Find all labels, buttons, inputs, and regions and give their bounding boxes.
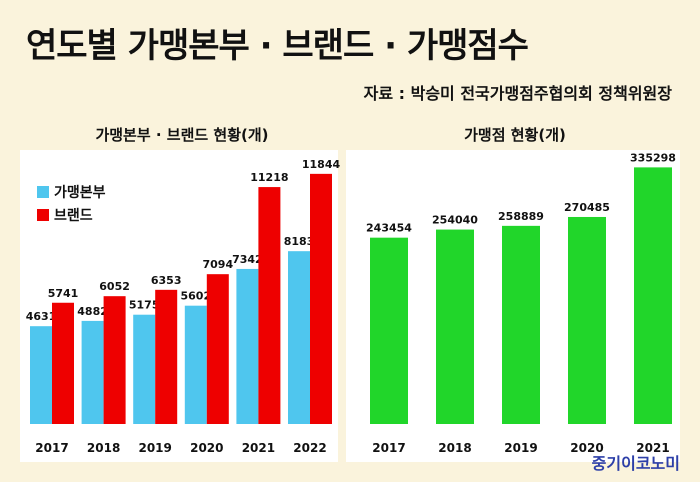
bar-store-2017: [370, 237, 408, 424]
bar-brand-2017: [52, 302, 74, 424]
bar-hq-2017: [30, 326, 52, 424]
bar-hq-2020: [184, 305, 207, 424]
right-chart-title: 가맹점 현황(개): [464, 126, 566, 144]
data-label-brand-2020: 7094: [202, 258, 233, 271]
data-label-store-2018: 254040: [432, 214, 478, 227]
source-note: 자료 : 박승미 전국가맹점주협의회 정책위원장: [363, 84, 672, 103]
data-label-brand-2019: 6353: [151, 274, 182, 287]
legend-swatch-brand: [37, 209, 49, 221]
data-label-brand-2022: 11844: [302, 158, 341, 171]
bar-store-2019: [502, 225, 540, 424]
legend-swatch-hq: [37, 186, 49, 198]
bar-brand-2019: [155, 289, 178, 424]
data-label-store-2019: 258889: [498, 210, 544, 223]
data-label-hq-2021: 7342: [232, 253, 263, 266]
data-label-brand-2017: 5741: [48, 287, 79, 300]
bar-hq-2022: [288, 251, 310, 424]
legend-label-hq: 가맹본부: [54, 184, 106, 201]
x-tick-right-2020: 2020: [570, 441, 603, 455]
bar-brand-2020: [206, 274, 229, 424]
brand-logo: 중기이코노미: [591, 454, 680, 473]
bar-hq-2021: [236, 268, 259, 424]
x-tick-right-2019: 2019: [504, 441, 537, 455]
x-tick-right-2021: 2021: [636, 441, 669, 455]
bar-brand-2018: [103, 296, 126, 424]
bar-store-2021: [634, 167, 672, 424]
data-label-store-2020: 270485: [564, 201, 610, 214]
page-title: 연도별 가맹본부 · 브랜드 · 가맹점수: [26, 26, 529, 66]
data-label-hq-2020: 5602: [180, 290, 211, 303]
x-tick-left-2019: 2019: [138, 441, 171, 455]
data-label-hq-2019: 5175: [129, 299, 160, 312]
data-label-hq-2018: 4882: [77, 305, 108, 318]
bar-brand-2022: [310, 173, 332, 424]
bar-hq-2018: [81, 320, 104, 424]
x-tick-right-2017: 2017: [372, 441, 405, 455]
x-tick-left-2018: 2018: [87, 441, 120, 455]
legend-label-brand: 브랜드: [54, 207, 93, 224]
bar-brand-2021: [258, 187, 281, 424]
left-chart-title: 가맹본부 · 브랜드 현황(개): [95, 126, 269, 144]
x-tick-left-2020: 2020: [190, 441, 223, 455]
bar-store-2020: [568, 216, 606, 424]
bar-store-2018: [436, 229, 474, 424]
x-tick-left-2021: 2021: [242, 441, 275, 455]
data-label-hq-2022: 8183: [284, 235, 315, 248]
data-label-brand-2021: 11218: [250, 171, 288, 184]
data-label-brand-2018: 6052: [99, 280, 130, 293]
data-label-store-2017: 243454: [366, 222, 412, 235]
bar-hq-2019: [133, 314, 156, 424]
data-label-store-2021: 335298: [630, 151, 676, 164]
x-tick-left-2017: 2017: [35, 441, 68, 455]
data-label-hq-2017: 4631: [26, 310, 57, 323]
x-tick-right-2018: 2018: [438, 441, 471, 455]
x-tick-left-2022: 2022: [293, 441, 326, 455]
